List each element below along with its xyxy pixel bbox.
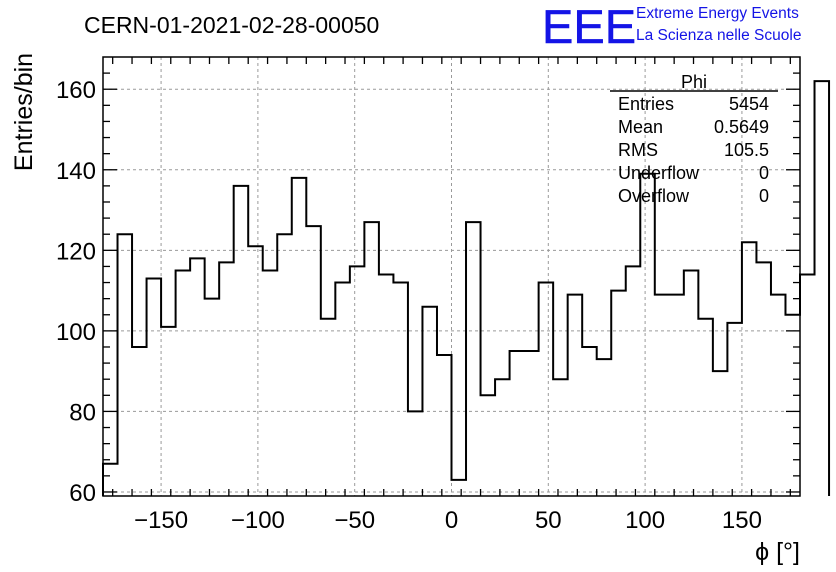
x-tick-label: 0 [445,507,458,534]
x-axis-tick-labels: −150 −100 −50 0 50 100 150 [134,507,762,534]
stats-label: Mean [618,117,663,137]
stats-title: Phi [681,72,707,92]
eee-logo-line1: Extreme Energy Events [636,5,799,22]
stats-label: Entries [618,94,674,114]
y-tick-label: 140 [56,158,96,185]
y-tick-label: 120 [56,238,96,265]
stats-rows: Entries 5454 Mean 0.5649 RMS 105.5 Underflow 0 O… [618,94,769,206]
x-tick-label: 50 [535,507,562,534]
plot-frame [102,56,801,497]
stats-box: Phi Entries 5454 Mean 0.5649 RMS 105.5 Underfl… [610,72,778,206]
x-tick-label: 150 [722,507,762,534]
x-tick-label: 100 [625,507,665,534]
y-tick-label: 160 [56,77,96,104]
stats-value: 5454 [729,94,769,114]
stats-value: 0 [759,163,769,183]
eee-logo-line2: La Scienza nelle Scuole [636,27,801,44]
y-axis-tick-labels: 60 80 100 120 140 160 [56,77,96,507]
stats-value: 0.5649 [714,117,769,137]
stats-label: RMS [618,140,658,160]
stats-value: 105.5 [724,140,769,160]
x-axis-ticks [112,57,791,496]
stats-label: Overflow [618,186,690,206]
y-axis-label: Entries/bin [10,53,38,171]
x-tick-label: −150 [134,507,188,534]
x-tick-label: −100 [231,507,285,534]
x-axis-label: ϕ [°] [755,538,800,566]
eee-logo: EEE Extreme Energy Events La Scienza nel… [542,0,802,53]
y-tick-label: 60 [69,480,96,507]
eee-logo-mark: EEE [542,0,636,53]
histogram-line [102,80,831,496]
grid-lines [103,57,800,496]
stats-value: 0 [759,186,769,206]
y-tick-label: 100 [56,319,96,346]
stats-label: Underflow [618,163,700,183]
y-axis-ticks [103,72,800,493]
chart-title: CERN-01-2021-02-28-00050 [84,12,379,38]
x-tick-label: −50 [334,507,375,534]
y-tick-label: 80 [69,399,96,426]
